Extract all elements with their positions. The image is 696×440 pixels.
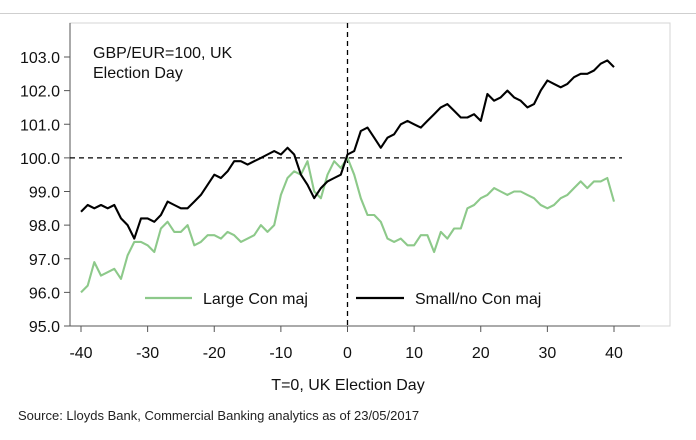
- y-tick-label: 102.0: [20, 84, 60, 101]
- x-tick-label: -30: [136, 345, 159, 362]
- x-tick-label: -20: [203, 345, 226, 362]
- y-tick-label: 103.0: [20, 50, 60, 67]
- source-note: Source: Lloyds Bank, Commercial Banking …: [18, 408, 420, 423]
- x-tick-label: 30: [538, 345, 556, 362]
- y-tick-label: 101.0: [20, 117, 60, 134]
- chart-title: GBP/EUR=100, UK: [93, 45, 233, 62]
- chart-subtitle: Election Day: [93, 65, 183, 82]
- series-line-large-con-maj: [80, 156, 616, 294]
- reference-lines: [70, 23, 622, 326]
- y-tick-label: 97.0: [29, 252, 60, 269]
- y-tick-label: 99.0: [29, 185, 60, 202]
- x-tick-label: -40: [69, 345, 92, 362]
- y-tick-label: 95.0: [29, 319, 60, 336]
- axes: 95.0 96.0 97.0 98.0 99.0 100.0 101.0 102.0 103.0…: [20, 23, 640, 362]
- series-line-small-no-con-maj: [80, 59, 615, 240]
- series-lines: [80, 59, 616, 294]
- x-axis-label: T=0, UK Election Day: [271, 377, 424, 394]
- legend: Large Con maj Small/no Con maj: [145, 291, 541, 308]
- x-tick-label: 40: [605, 345, 623, 362]
- y-tick-label: 96.0: [29, 285, 60, 302]
- y-tick-label: 100.0: [20, 151, 60, 168]
- legend-label-large-con-maj: Large Con maj: [203, 291, 308, 308]
- top-border-line: [0, 13, 696, 14]
- x-tick-label: 10: [405, 345, 423, 362]
- y-tick-label: 98.0: [29, 218, 60, 235]
- x-tick-label: -10: [269, 345, 292, 362]
- legend-label-small-no-con-maj: Small/no Con maj: [415, 291, 541, 308]
- x-tick-label: 20: [472, 345, 490, 362]
- x-tick-label: 0: [343, 345, 352, 362]
